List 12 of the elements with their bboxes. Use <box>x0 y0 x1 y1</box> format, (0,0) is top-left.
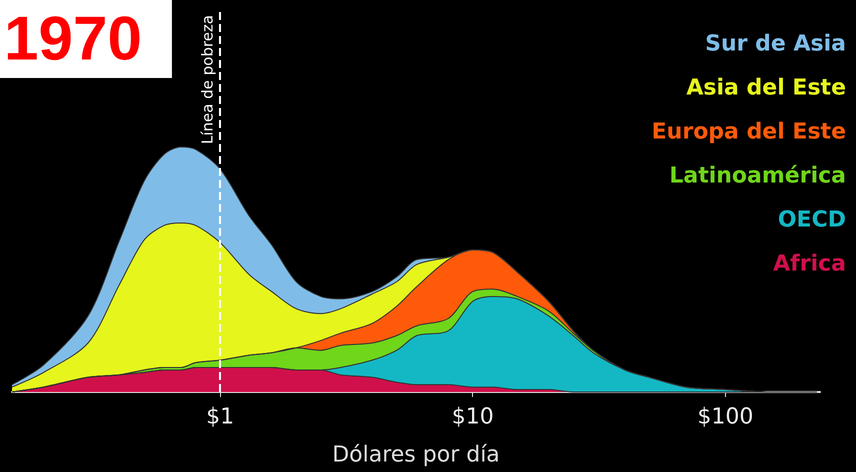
chart-title: 1970 <box>4 4 142 74</box>
text: OECD <box>778 208 846 232</box>
ref-line-label: Línea de pobreza <box>198 15 217 144</box>
text: Sur de Asia <box>705 32 846 56</box>
x-tick-label: $1 <box>206 404 234 430</box>
x-axis-title: Dólares por día <box>332 442 500 468</box>
x-tick-label: $100 <box>697 404 754 430</box>
text: Africa <box>773 252 846 276</box>
text: Latinoamérica <box>669 164 846 188</box>
x-tick-label: $10 <box>452 404 494 430</box>
text: Europa del Este <box>652 120 846 144</box>
text: Asia del Este <box>686 76 846 100</box>
